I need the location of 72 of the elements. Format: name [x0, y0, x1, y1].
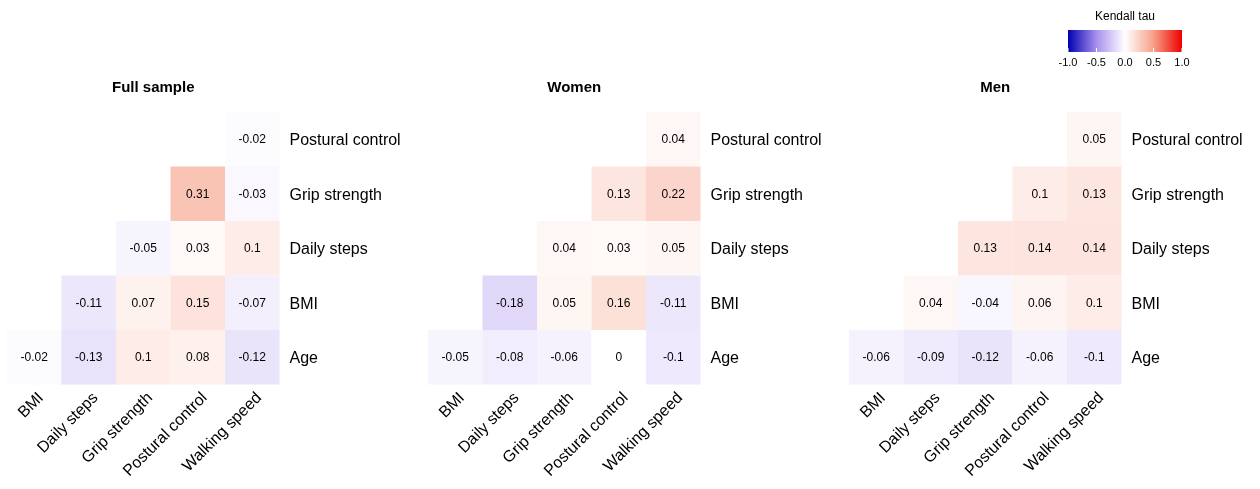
- color-bar-label: -0.5: [1087, 56, 1106, 68]
- data-label: -0.06: [550, 350, 579, 365]
- data-label: 0.04: [661, 132, 686, 147]
- x-tick-label: BMI: [14, 388, 47, 421]
- data-label: 0.1: [134, 350, 152, 365]
- data-label: 0.08: [186, 350, 210, 365]
- data-label: -0.09: [917, 350, 945, 365]
- y-tick-label: Daily steps: [1131, 240, 1210, 258]
- color-bar-label: 0.0: [1117, 56, 1133, 68]
- data-label: 0.05: [1082, 132, 1107, 147]
- data-label: -0.02: [238, 132, 267, 147]
- chart-title: Men: [980, 78, 1011, 95]
- data-label: 0.06: [1028, 295, 1052, 310]
- data-label: -0.08: [496, 350, 524, 365]
- data-label: 0.04: [552, 241, 577, 256]
- data-label: 0.13: [607, 186, 631, 201]
- data-label: -0.05: [441, 350, 470, 365]
- y-tick-label: Age: [710, 349, 740, 367]
- data-label: 0.14: [1028, 241, 1052, 256]
- data-label: -0.13: [75, 350, 103, 365]
- data-label: 0.13: [973, 241, 998, 256]
- color-bar-label: -1.0: [1058, 56, 1078, 68]
- y-tick-label: BMI: [289, 294, 318, 312]
- data-label: -0.06: [1026, 350, 1054, 365]
- y-tick-label: Age: [1131, 349, 1161, 367]
- data-label: 0.22: [661, 186, 686, 201]
- data-label: -0.11: [660, 295, 687, 310]
- data-label: -0.03: [238, 186, 267, 201]
- y-tick-label: BMI: [1131, 294, 1160, 312]
- data-label: -0.05: [129, 241, 158, 256]
- y-tick-label: Daily steps: [289, 240, 368, 258]
- data-label: 0.03: [607, 241, 631, 256]
- y-tick-label: Postural control: [710, 131, 822, 149]
- data-label: 0.16: [607, 295, 631, 310]
- y-tick-label: Daily steps: [710, 240, 789, 258]
- chart-title: Full sample: [111, 78, 195, 95]
- data-label: 0.1: [243, 241, 261, 256]
- x-tick-label: BMI: [435, 388, 468, 421]
- data-label: 0.15: [186, 295, 210, 310]
- chart-title: Women: [547, 78, 602, 95]
- color-bar-label: 0.5: [1145, 56, 1162, 68]
- y-tick-label: Grip strength: [1131, 185, 1224, 203]
- y-tick-label: Postural control: [1131, 131, 1243, 149]
- y-tick-label: BMI: [710, 294, 739, 312]
- data-label: 0.14: [1082, 241, 1107, 256]
- data-label: -0.07: [238, 295, 267, 310]
- color-bar-title: Kendall tau: [1094, 9, 1156, 23]
- data-label: -0.06: [862, 350, 891, 365]
- data-label: 0.04: [919, 295, 943, 310]
- data-label: -0.12: [971, 350, 1000, 365]
- data-label: -0.18: [496, 295, 524, 310]
- x-tick-label: BMI: [856, 388, 889, 421]
- data-label: 0.07: [131, 295, 156, 310]
- data-label: 0.05: [552, 295, 577, 310]
- data-label: -0.1: [662, 350, 684, 365]
- data-label: 0.1: [1031, 186, 1049, 201]
- data-label: -0.04: [971, 295, 1000, 310]
- data-label: 0.13: [1082, 186, 1107, 201]
- data-label: 0.31: [186, 186, 210, 201]
- data-label: 0.05: [661, 241, 686, 256]
- data-label: 0.1: [1085, 295, 1103, 310]
- y-tick-label: Grip strength: [710, 185, 803, 203]
- data-label: 0.03: [186, 241, 210, 256]
- y-tick-label: Age: [289, 349, 319, 367]
- y-tick-label: Grip strength: [289, 185, 382, 203]
- y-tick-label: Postural control: [289, 131, 401, 149]
- data-label: -0.11: [75, 295, 103, 310]
- data-label: -0.02: [20, 350, 49, 365]
- data-label: -0.1: [1083, 350, 1105, 365]
- data-label: 0: [615, 350, 623, 365]
- color-bar-label: 1.0: [1174, 56, 1190, 68]
- data-label: -0.12: [238, 350, 267, 365]
